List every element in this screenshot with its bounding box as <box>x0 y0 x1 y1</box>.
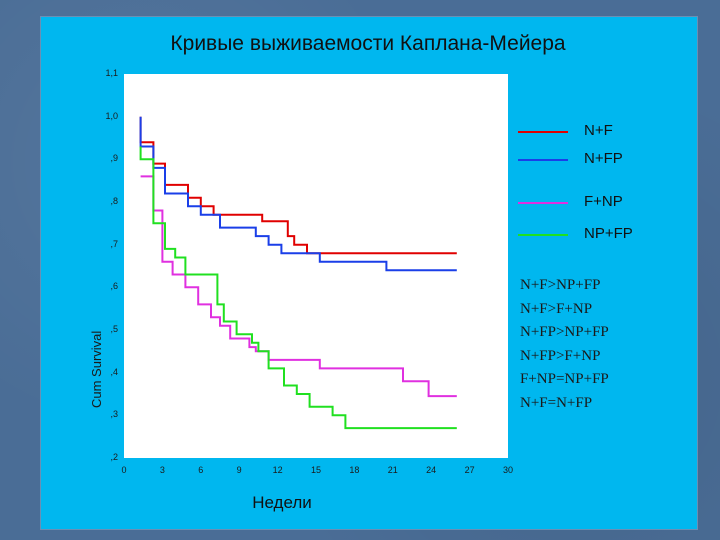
y-tick-label: ,9 <box>110 153 118 164</box>
annotation-line: N+FP>NP+FP <box>520 324 609 340</box>
legend-swatch-NP+FP <box>518 234 568 236</box>
x-tick-label: 21 <box>387 465 398 475</box>
series-line-N+FP <box>139 116 457 272</box>
annotation-line: N+F>NP+FP <box>520 277 601 293</box>
y-tick-label: 1,0 <box>105 110 118 121</box>
annotation-line: F+NP=NP+FP <box>520 371 609 387</box>
series-line-N+F <box>139 116 457 255</box>
y-tick-label: ,7 <box>110 238 118 249</box>
plot-area <box>124 74 508 458</box>
x-tick-label: 6 <box>198 465 204 475</box>
y-tick-label: ,4 <box>110 366 118 377</box>
x-tick-label: 3 <box>159 465 165 475</box>
chart-title: Кривые выживаемости Каплана-Мейера <box>170 32 566 55</box>
x-tick-label: 0 <box>121 465 127 475</box>
annotation-line: N+F=N+FP <box>520 394 593 411</box>
legend-label-NP+FP: NP+FP <box>584 225 633 242</box>
x-tick-label: 30 <box>502 465 513 475</box>
x-axis-label: Недели <box>252 493 312 512</box>
y-tick-label: 1,1 <box>105 68 118 78</box>
y-tick-label: ,5 <box>110 324 118 334</box>
x-tick-label: 15 <box>310 465 321 475</box>
x-tick-label: 9 <box>236 465 242 475</box>
annotation-line: N+FP>F+NP <box>520 347 601 364</box>
x-tick-label: 18 <box>349 465 360 475</box>
y-axis-label: Cum Survival <box>89 330 104 408</box>
legend-swatch-N+FP <box>518 159 568 161</box>
series-line-NP+FP <box>139 146 457 430</box>
y-tick-label: ,8 <box>110 196 118 206</box>
x-tick-label: 24 <box>426 465 437 475</box>
y-tick-label: ,3 <box>110 409 118 420</box>
survival-curves <box>139 116 457 430</box>
legend-swatch-N+F <box>518 131 568 133</box>
legend-label-N+F: N+F <box>584 122 613 139</box>
legend-label-N+FP: N+FP <box>584 150 623 167</box>
legend-label-F+NP: F+NP <box>584 193 623 210</box>
annotation-line: N+F>F+NP <box>520 300 593 317</box>
y-tick-label: ,2 <box>110 452 118 462</box>
y-tick-label: ,6 <box>110 281 118 292</box>
x-tick-label: 27 <box>464 465 475 475</box>
x-tick-label: 12 <box>272 465 283 475</box>
series-line-F+NP <box>140 175 457 398</box>
comparison-annotations: N+F>NP+FP N+F>F+NP N+FP>NP+FP N+FP>F+NP … <box>520 274 680 415</box>
legend-swatch-F+NP <box>518 202 568 204</box>
